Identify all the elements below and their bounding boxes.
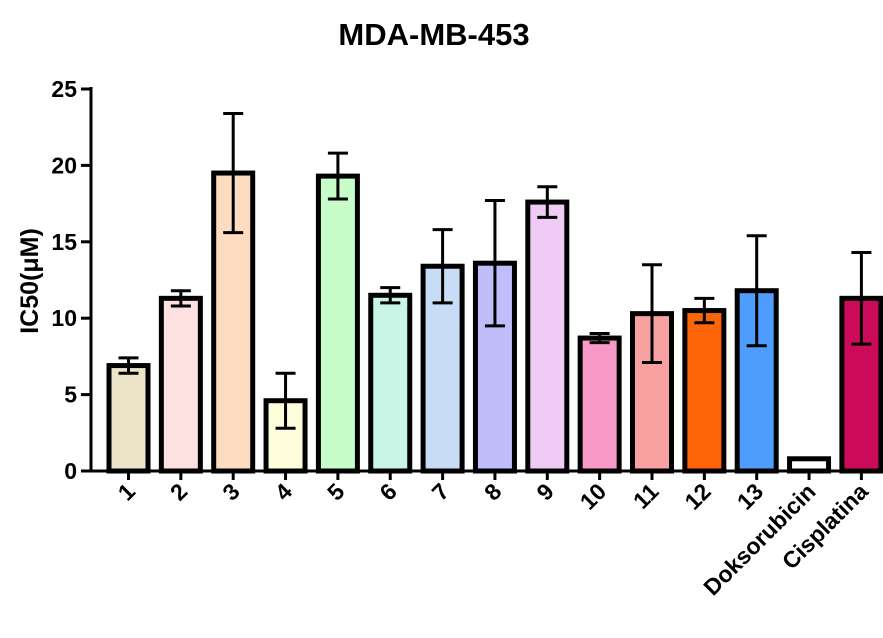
x-tick-label: 11 <box>628 478 664 514</box>
x-tick-label: 12 <box>679 478 715 514</box>
x-tick-label: 1 <box>113 478 141 506</box>
y-tick-label: 20 <box>51 152 77 178</box>
x-tick-label: 2 <box>165 478 192 505</box>
bar-12 <box>682 308 727 474</box>
bar-10 <box>577 335 622 474</box>
bar-9 <box>525 199 570 474</box>
x-tick-label: 8 <box>479 478 507 506</box>
x-tick-label: 3 <box>217 478 244 505</box>
bar-6 <box>368 292 413 474</box>
y-tick-label: 5 <box>64 382 77 408</box>
x-tick-label: 9 <box>531 478 558 505</box>
y-tick-label: 0 <box>64 458 77 484</box>
error-bars-layer <box>118 111 872 462</box>
x-tick-label: 13 <box>732 478 768 514</box>
y-tick-label: 15 <box>51 229 77 255</box>
x-tick-label: 7 <box>427 478 454 505</box>
x-tick-label: 4 <box>270 478 298 506</box>
y-axis-label: IC50(μM) <box>16 228 44 334</box>
x-tick-label: 5 <box>322 478 350 506</box>
bar-4 <box>263 398 308 474</box>
y-tick-label: 10 <box>51 305 77 331</box>
bar-2 <box>158 295 203 474</box>
x-tick-label: 6 <box>374 478 401 505</box>
bar-5 <box>315 173 360 474</box>
bar-1 <box>106 363 151 474</box>
chart-title: MDA-MB-453 <box>338 17 529 52</box>
x-tick-label: 10 <box>575 478 611 514</box>
y-tick-label: 25 <box>51 76 77 102</box>
